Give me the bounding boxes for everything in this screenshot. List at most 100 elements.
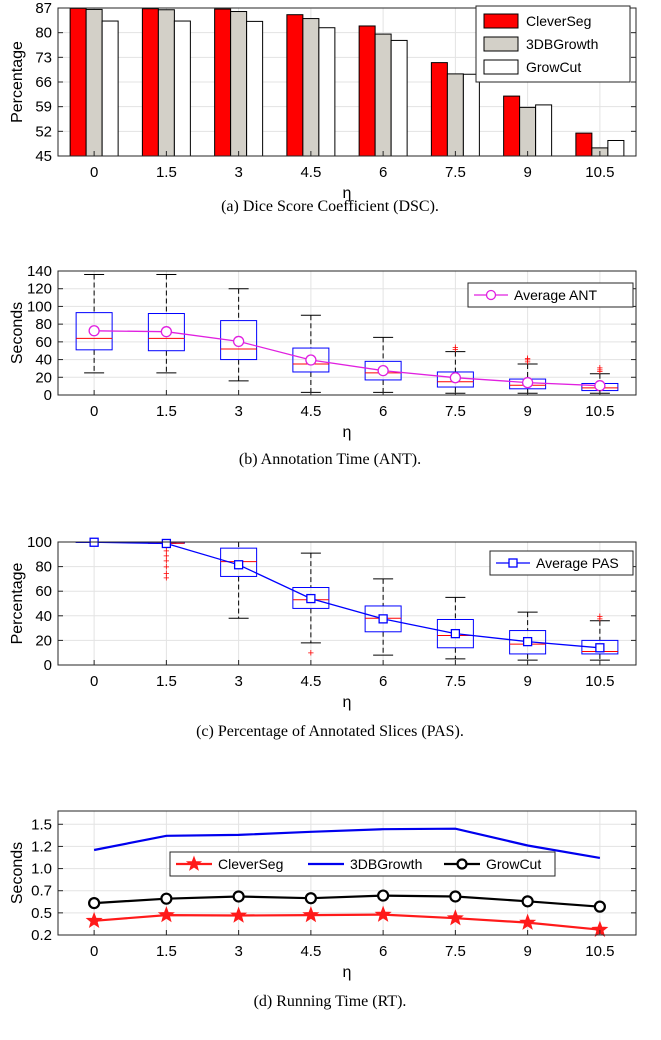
bar-CleverSeg-6	[358, 25, 376, 157]
x-tick-label: 0	[90, 943, 98, 960]
box-outlier: +	[163, 555, 169, 567]
bar-CleverSeg-0	[69, 7, 87, 157]
legend-label: Average PAS	[536, 555, 619, 571]
x-tick-label: 9	[523, 673, 531, 690]
y-tick-label: 52	[35, 123, 52, 140]
box-outlier: +	[163, 568, 169, 580]
x-tick-label: 7.5	[445, 164, 466, 181]
y-tick-label: 100	[27, 534, 52, 551]
box-outlier: +	[308, 648, 314, 660]
x-tick-label: 1.5	[156, 164, 177, 181]
x-tick-label: 4.5	[300, 164, 321, 181]
bar-CleverSeg-9	[503, 95, 521, 157]
figure-caption: (d) Running Time (RT).	[254, 993, 407, 1010]
x-tick-label: 9	[523, 943, 531, 960]
y-axis-label: Percentage	[9, 562, 26, 644]
bar-GrowCut-0	[101, 20, 119, 157]
x-tick-label: 10.5	[585, 943, 614, 960]
figure-caption: (c) Percentage of Annotated Slices (PAS)…	[196, 723, 464, 740]
bar-3DBGrowth-9	[519, 106, 537, 157]
y-tick-label: 59	[35, 99, 52, 116]
x-tick-label: 3	[234, 403, 242, 420]
average-marker	[305, 354, 317, 366]
average-line	[94, 541, 600, 649]
box-outlier: +	[452, 344, 458, 356]
box-iqr-7.5	[436, 618, 474, 649]
series-marker-GrowCut	[304, 892, 317, 905]
y-tick-label: 60	[35, 334, 52, 351]
legend-label: GrowCut	[526, 59, 581, 75]
bar-CleverSeg-10.5	[575, 132, 593, 157]
x-tick-label: 10.5	[585, 164, 614, 181]
legend-marker-CleverSeg	[185, 855, 203, 871]
x-tick-label: 10.5	[585, 673, 614, 690]
box-outlier: +	[597, 611, 603, 623]
x-axis-label: η	[343, 424, 352, 441]
x-tick-label: 6	[379, 403, 387, 420]
bar-CleverSeg-7.5	[430, 62, 448, 157]
average-marker	[449, 372, 462, 384]
series-marker-GrowCut	[232, 890, 245, 903]
average-marker	[160, 326, 173, 338]
box-outlier: +	[597, 613, 603, 625]
x-tick-label: 10.5	[585, 403, 614, 420]
chart-panel-0: 45 52 59 66 73 80 87 0 1.5 3 4.5 6 7.5 9 10.5 η Percenta…	[9, 0, 637, 215]
average-marker	[521, 376, 534, 389]
bar-3DBGrowth-6	[374, 33, 392, 157]
box-outlier: +	[597, 364, 603, 376]
series-marker-GrowCut	[160, 892, 173, 905]
x-tick-label: 1.5	[156, 673, 177, 690]
chart-panel-3: 0.2 0.5 0.7 1.0 1.2 1.5 0 1.5 3 4.5 6 7.5 9 10.5 η Seco…	[9, 810, 637, 1010]
x-axis-label: η	[343, 694, 352, 711]
box-iqr-4.5	[292, 347, 330, 373]
series-line-3DBGrowth	[93, 827, 601, 859]
box-outlier: +	[524, 356, 530, 368]
average-marker	[522, 636, 533, 647]
x-tick-label: 9	[523, 403, 531, 420]
legend-marker	[485, 289, 497, 301]
legend-marker	[508, 558, 518, 568]
bar-GrowCut-4.5	[318, 27, 336, 157]
box-iqr-4.5	[292, 587, 330, 609]
box-outlier: +	[163, 551, 169, 563]
y-tick-label: 0	[44, 657, 52, 674]
x-tick-label: 4.5	[300, 403, 321, 420]
y-tick-label: 20	[35, 369, 52, 386]
box-outlier: +	[163, 562, 169, 574]
bar-GrowCut-7.5	[462, 73, 480, 157]
legend-box	[467, 282, 634, 308]
bar-GrowCut-9	[535, 104, 553, 157]
axes-frame	[57, 270, 637, 396]
x-tick-label: 7.5	[445, 943, 466, 960]
bar-GrowCut-3	[246, 20, 264, 157]
series-line-CleverSeg	[94, 913, 601, 931]
y-axis-label: Seconds	[9, 302, 26, 364]
bar-3DBGrowth-3	[230, 11, 248, 157]
x-tick-label: 3	[234, 943, 242, 960]
legend-swatch-3DBGrowth	[483, 36, 519, 52]
x-tick-label: 7.5	[445, 403, 466, 420]
series-marker-CleverSeg	[157, 906, 175, 923]
series-marker-CleverSeg	[374, 905, 392, 922]
average-marker	[595, 643, 605, 653]
bar-GrowCut-1.5	[173, 20, 191, 157]
average-marker	[233, 560, 244, 570]
x-tick-label: 4.5	[300, 943, 321, 960]
bar-CleverSeg-4.5	[286, 14, 304, 157]
legend-label: 3DBGrowth	[526, 36, 598, 52]
x-axis-label: η	[343, 964, 352, 981]
box-outlier: +	[452, 342, 458, 354]
y-axis-label: Seconds	[9, 842, 26, 904]
box-iqr-3	[220, 547, 258, 577]
box-outlier: +	[524, 353, 530, 365]
average-line	[94, 330, 600, 387]
legend-swatch-GrowCut	[483, 59, 519, 75]
average-marker	[88, 325, 100, 337]
box-outlier: +	[597, 366, 603, 378]
y-axis-label: Percentage	[9, 41, 26, 123]
average-marker	[232, 335, 245, 348]
x-tick-label: 0	[90, 164, 98, 181]
figure-caption: (a) Dice Score Coefficient (DSC).	[221, 198, 439, 215]
